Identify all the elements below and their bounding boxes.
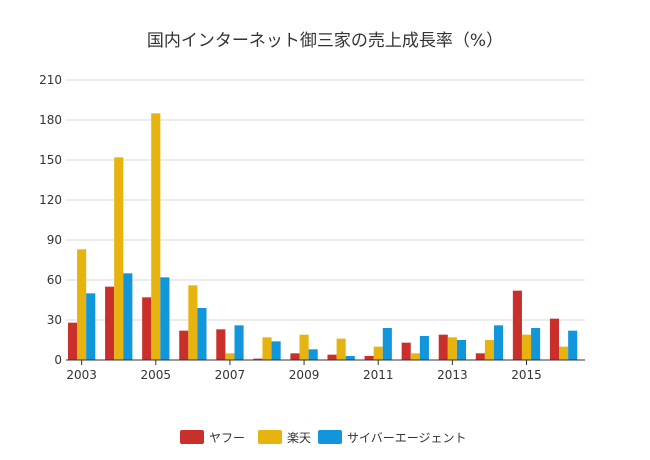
bar	[364, 356, 374, 360]
bar	[197, 308, 207, 360]
y-tick-label: 30	[47, 313, 62, 327]
bar	[308, 349, 318, 360]
legend-item: ヤフー	[180, 430, 245, 445]
legend-label: ヤフー	[209, 431, 245, 445]
x-axis	[66, 359, 585, 365]
bar	[216, 329, 226, 360]
bar	[123, 273, 133, 360]
bar	[225, 353, 235, 360]
bar	[105, 286, 115, 360]
legend-label: サイバーエージェント	[347, 431, 467, 445]
bar	[253, 358, 263, 360]
y-tick-label: 60	[47, 273, 62, 287]
bar	[114, 157, 124, 360]
x-tick-label: 2003	[66, 368, 97, 382]
bar	[493, 325, 504, 360]
bar	[475, 353, 485, 360]
legend-swatch	[180, 430, 204, 444]
x-tick-label: 2007	[215, 368, 246, 382]
x-tick-label: 2015	[511, 368, 542, 382]
bar	[151, 113, 161, 360]
bar	[262, 337, 272, 360]
y-tick-label: 210	[39, 73, 62, 87]
bar	[531, 328, 541, 360]
chart-title: 国内インターネット御三家の売上成長率（%）	[147, 31, 503, 51]
bar	[559, 346, 569, 360]
y-tick-label: 90	[47, 233, 62, 247]
bar	[447, 337, 457, 360]
x-tick-label: 2009	[289, 368, 320, 382]
bar	[512, 290, 522, 360]
bar	[438, 334, 448, 360]
legend-item: 楽天	[258, 430, 311, 445]
legend-swatch	[258, 430, 282, 444]
bar	[549, 318, 560, 360]
bar	[234, 325, 244, 360]
bar	[401, 342, 411, 360]
x-axis-tick-labels: 2003 2005 2007 2009 2011 2013 2015	[66, 368, 541, 382]
bar	[568, 330, 578, 360]
bar	[382, 328, 392, 360]
bar	[456, 340, 467, 360]
legend-swatch	[318, 430, 342, 444]
bar	[373, 346, 383, 360]
bar	[290, 353, 300, 360]
y-tick-label: 150	[39, 153, 62, 167]
legend-item: サイバーエージェント	[318, 430, 467, 445]
bar	[188, 285, 198, 360]
bar	[179, 330, 189, 360]
bar	[299, 334, 309, 360]
bar	[271, 341, 281, 360]
bar	[68, 322, 78, 360]
bar	[345, 356, 355, 360]
y-tick-label: 180	[39, 113, 62, 127]
bar	[410, 353, 420, 360]
bar	[160, 277, 170, 360]
x-tick-label: 2011	[363, 368, 394, 382]
x-tick-label: 2005	[141, 368, 172, 382]
legend: ヤフー 楽天 サイバーエージェント	[180, 430, 467, 445]
x-tick-label: 2013	[437, 368, 468, 382]
legend-label: 楽天	[287, 431, 311, 445]
y-axis-tick-labels: 0 30 60 90 120 150 180 210	[39, 73, 62, 367]
bars	[68, 113, 578, 360]
bar	[484, 340, 494, 360]
bar	[327, 354, 337, 360]
y-tick-label: 0	[54, 353, 62, 367]
bar	[419, 336, 429, 360]
bar	[77, 249, 87, 360]
y-tick-label: 120	[39, 193, 62, 207]
bar	[521, 334, 532, 360]
bar	[336, 338, 346, 360]
gridlines	[66, 79, 585, 321]
bar	[86, 293, 96, 360]
bar	[142, 297, 152, 360]
